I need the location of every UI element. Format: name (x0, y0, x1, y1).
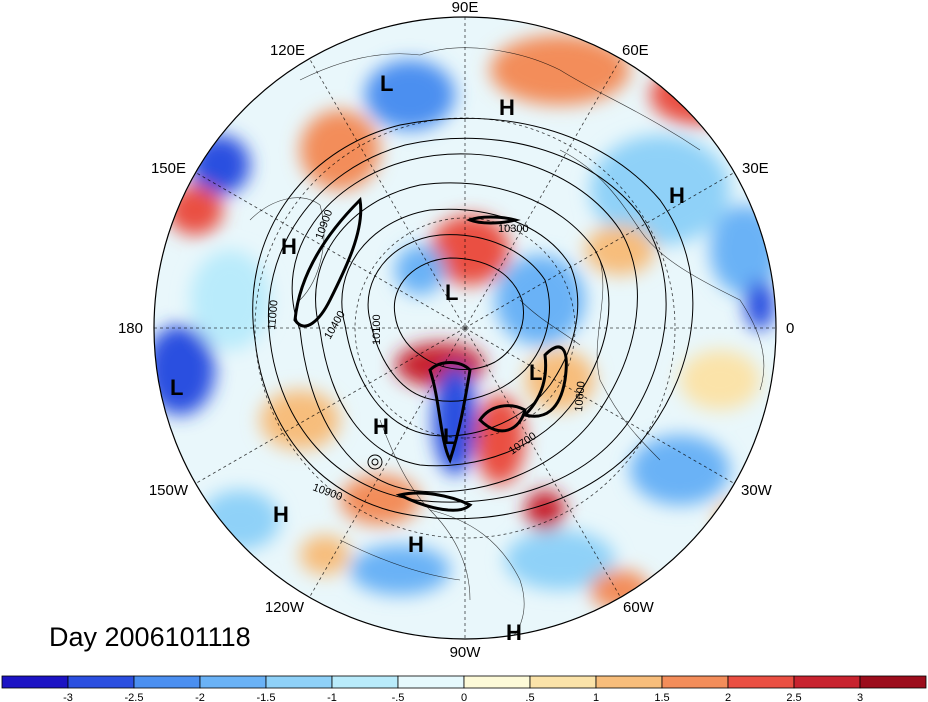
colorbar-swatch (67, 675, 135, 689)
height-contours (252, 117, 694, 520)
day-title: Day 2006101118 (49, 622, 251, 652)
longitude-label: 150E (151, 160, 186, 177)
colorbar-tick-label: 0 (461, 692, 467, 702)
colorbar-tick-label: 1.5 (654, 692, 669, 702)
longitude-label: 150W (149, 482, 189, 499)
colorbar-swatch (1, 675, 69, 689)
colorbar-tick-label: -.5 (392, 692, 405, 702)
high-pressure-marker: H (281, 234, 297, 259)
colorbar-tick-label: -2.5 (125, 692, 144, 702)
longitude-label: 120W (265, 599, 305, 616)
longitude-label: 90W (450, 644, 482, 661)
colorbar-tick-label: -3 (63, 692, 73, 702)
low-pressure-marker: L (170, 375, 183, 400)
colorbar-tick-label: -1 (327, 692, 337, 702)
low-pressure-marker: L (380, 71, 393, 96)
colorbar-swatch (397, 675, 465, 689)
colorbar-swatch (793, 675, 861, 689)
high-pressure-marker: H (499, 95, 515, 120)
colorbar-swatch (265, 675, 333, 689)
colorbar-swatch (529, 675, 597, 689)
colorbar: -3 -2.5 -2 -1.5 -1 -.5 0 .5 1 1.5 2 2.5 3 (1, 675, 927, 702)
longitude-label: 0 (786, 320, 794, 337)
contour-label: 11000 (266, 300, 281, 331)
high-pressure-marker: H (408, 532, 424, 557)
colorbar-swatch (331, 675, 399, 689)
longitude-label: 60E (622, 42, 649, 59)
anomaly-field (154, 17, 776, 639)
colorbar-tick-label: 2 (725, 692, 731, 702)
colorbar-tick-label: -1.5 (257, 692, 276, 702)
high-pressure-marker: H (506, 620, 522, 645)
longitude-label: 30E (742, 160, 769, 177)
longitude-label: 120E (270, 42, 305, 59)
pressure-systems: L H H H L H L L L H H H (170, 71, 685, 645)
low-pressure-marker: L (443, 424, 456, 449)
colorbar-tick-label: .5 (525, 692, 534, 702)
high-pressure-marker: H (373, 414, 389, 439)
contour-label: 10600 (573, 381, 588, 413)
low-pressure-marker: L (529, 360, 542, 385)
colorbar-swatch (727, 675, 795, 689)
longitude-labels: 90E 60E 30E 0 30W 60W 90W 120W 150W 180 … (118, 0, 794, 661)
colorbar-swatch (859, 675, 927, 689)
contour-label: 10100 (371, 314, 383, 345)
colorbar-swatch (463, 675, 531, 689)
colorbar-tick-label: -2 (195, 692, 205, 702)
colorbar-swatch (661, 675, 729, 689)
colorbar-tick-label: 2.5 (786, 692, 801, 702)
longitude-label: 60W (623, 599, 655, 616)
longitude-label: 90E (452, 0, 479, 16)
colorbar-swatch (133, 675, 201, 689)
colorbar-swatch (595, 675, 663, 689)
longitude-label: 30W (741, 482, 773, 499)
colorbar-swatch (199, 675, 267, 689)
longitude-label: 180 (118, 320, 143, 337)
colorbar-tick-label: 1 (593, 692, 599, 702)
high-pressure-marker: H (273, 502, 289, 527)
low-pressure-marker: L (445, 280, 458, 305)
contour-label: 10300 (498, 223, 529, 235)
high-pressure-marker: H (669, 183, 685, 208)
colorbar-tick-label: 3 (857, 692, 863, 702)
